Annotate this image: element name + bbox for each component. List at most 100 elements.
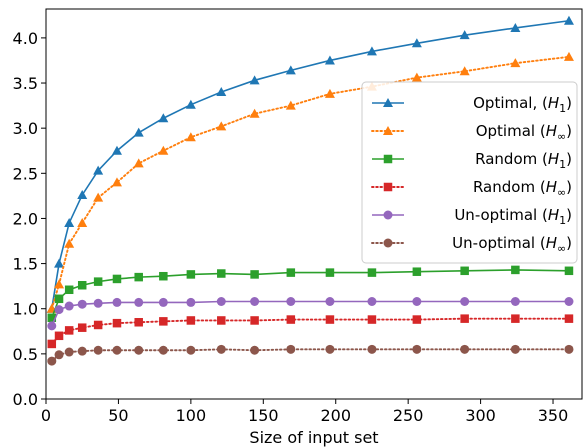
data-point [112,274,122,284]
data-point [286,315,296,324]
data-point [77,189,88,199]
y-tick-label: 1.0 [13,300,38,319]
plot-frame [45,8,583,400]
legend-marker [383,182,393,192]
data-point [93,320,103,330]
data-point [324,88,335,98]
legend-label: Optimal, (H1) [473,94,572,115]
data-point [325,344,335,354]
data-point [460,314,469,323]
data-point [510,297,520,306]
legend-marker [383,238,393,248]
data-point [325,268,335,277]
data-point [133,158,144,168]
data-point [186,316,196,325]
x-axis-ticks: 0 50 100 150 200 250 300 350 [41,399,568,425]
data-point [325,297,335,306]
data-point [134,297,144,307]
data-point [564,266,574,276]
y-tick-label: 0.5 [13,345,38,364]
series-0 [46,15,574,313]
series-5 [47,344,574,366]
data-point [216,121,227,131]
data-point [54,331,64,341]
data-point [459,30,470,40]
legend-label: Un-optimal (H1) [454,206,572,227]
y-tick-label: 1.5 [13,255,38,274]
series-1 [46,51,574,313]
legend-marker [383,154,393,164]
data-point [54,258,65,268]
data-point [158,345,168,355]
data-point [511,265,520,275]
data-point [250,345,260,355]
data-point [249,108,260,118]
y-tick-label: 0.0 [13,390,38,409]
x-tick-label: 0 [41,406,51,425]
data-point [111,145,122,155]
data-point [77,299,87,309]
x-axis-title: Size of input set [249,428,378,447]
data-point [510,58,521,68]
data-point [93,165,104,175]
data-point [111,177,122,187]
data-point [77,281,87,290]
data-point [216,87,227,97]
data-point [158,113,169,123]
data-point [159,317,168,326]
data-point [64,301,74,311]
legend-item: Un-optimal (H∞) [371,234,572,255]
data-point [134,345,144,355]
data-point [186,297,196,307]
data-point [511,314,520,323]
data-point [367,315,377,324]
y-tick-label: 3.5 [13,74,38,93]
data-point [64,217,75,227]
data-point [47,313,57,322]
data-point [412,267,422,276]
legend-label: Optimal (H∞) [476,122,572,143]
legend-marker [383,210,393,220]
data-point [250,270,259,279]
data-point [77,346,87,356]
data-point [285,65,296,75]
data-point [112,345,122,355]
data-point [54,305,64,315]
data-point [460,344,470,354]
data-point [563,15,574,25]
data-point [216,344,226,354]
data-point [564,314,574,323]
y-axis-ticks: 0.0 0.5 1.0 1.5 2.0 2.5 3.0 3.5 4.0 [13,29,46,409]
data-point [134,318,143,327]
data-point [93,298,103,308]
data-point [412,344,422,354]
data-point [47,321,57,331]
data-point [411,38,422,48]
legend-label: Random (H1) [475,150,572,171]
x-tick-label: 150 [248,406,279,425]
series-3 [47,314,574,349]
data-point [510,344,520,354]
series-layer [46,15,574,366]
data-point [93,192,104,202]
data-point [460,266,469,276]
data-point [564,344,574,354]
data-point [459,66,470,76]
data-point [158,145,169,155]
series-line [50,317,570,345]
series-2 [47,265,574,322]
data-point [217,269,226,278]
data-point [93,345,103,355]
data-point [563,51,574,61]
x-tick-label: 350 [538,406,569,425]
x-tick-label: 200 [320,406,351,425]
data-point [64,347,74,357]
data-point [54,279,65,289]
data-point [77,323,87,332]
y-tick-label: 2.5 [13,164,38,183]
series-line [51,269,569,319]
legend-item: Un-optimal (H1) [372,206,572,227]
x-tick-label: 300 [465,406,496,425]
data-point [250,316,259,325]
data-point [286,297,296,306]
